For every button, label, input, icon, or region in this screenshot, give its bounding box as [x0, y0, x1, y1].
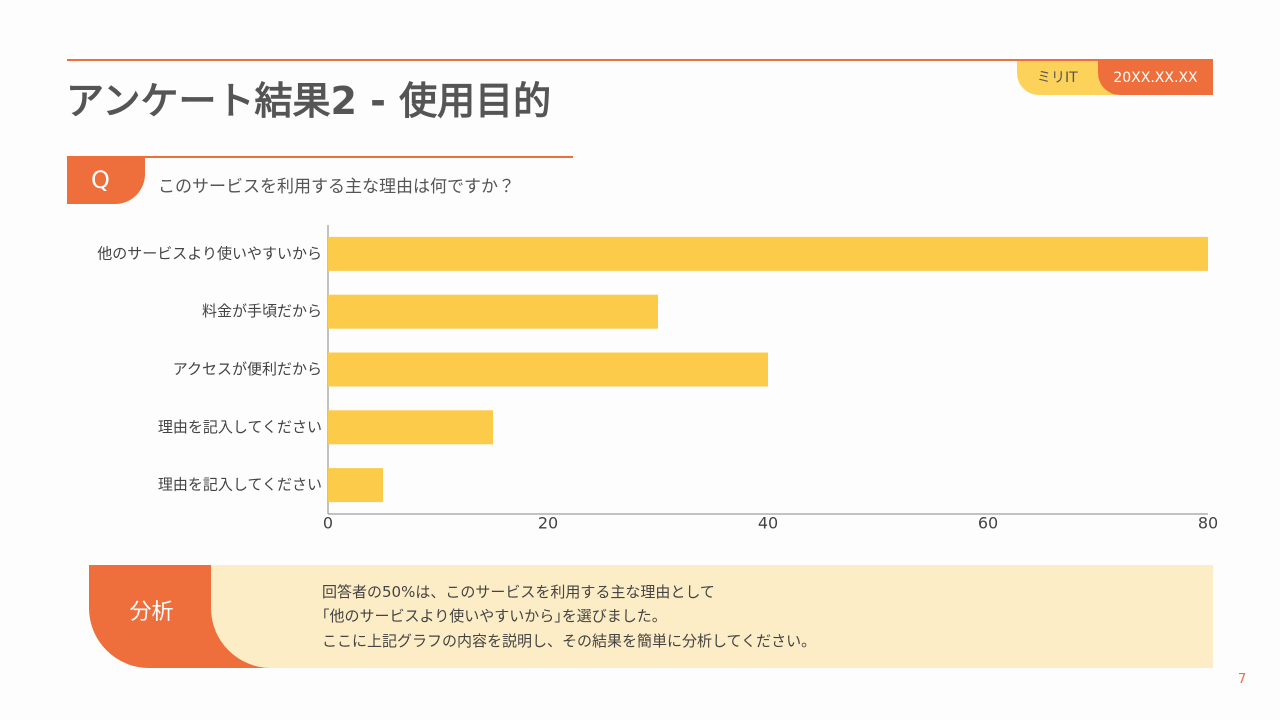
chart: 0 20 40 60 80 他のサービスより使いやすいから料金が手頃だからアクセスが便利だ…	[97, 225, 1218, 533]
bar	[328, 468, 383, 503]
question-text: このサービスを利用する主な理由は何ですか？	[158, 177, 515, 197]
y-tick-label: 料金が手頃だから	[202, 302, 322, 320]
analysis-text: ｢他のサービスより使いやすいから｣を選びました。	[322, 607, 667, 625]
slide-title: アンケート結果2 - 使用目的	[66, 79, 552, 123]
x-tick-label: 0	[323, 514, 333, 533]
bar	[328, 294, 658, 329]
bar	[328, 410, 493, 445]
bar	[328, 236, 1208, 271]
bar	[328, 352, 768, 387]
x-tick-label: 40	[758, 514, 778, 533]
question-label: Q	[67, 157, 145, 204]
question-rule	[67, 156, 573, 158]
y-tick-label: アクセスが便利だから	[173, 360, 322, 378]
analysis-box	[211, 565, 1213, 668]
y-tick-label: 理由を記入してください	[158, 476, 322, 494]
analysis-text: ここに上記グラフの内容を説明し、その結果を簡単に分析してください。	[322, 632, 817, 650]
x-tick-label: 80	[1198, 514, 1218, 533]
analysis-label: 分析	[129, 600, 174, 625]
date-tag: 20XX.XX.XX	[1098, 61, 1213, 95]
y-tick-label: 他のサービスより使いやすいから	[97, 244, 322, 262]
x-tick-label: 60	[978, 514, 998, 533]
y-tick-label: 理由を記入してください	[158, 418, 322, 436]
header-rule	[67, 59, 1213, 61]
x-tick-label: 20	[538, 514, 558, 533]
analysis-text: 回答者の50%は、このサービスを利用する主な理由として	[322, 583, 715, 601]
page-number: 7	[1238, 672, 1247, 687]
